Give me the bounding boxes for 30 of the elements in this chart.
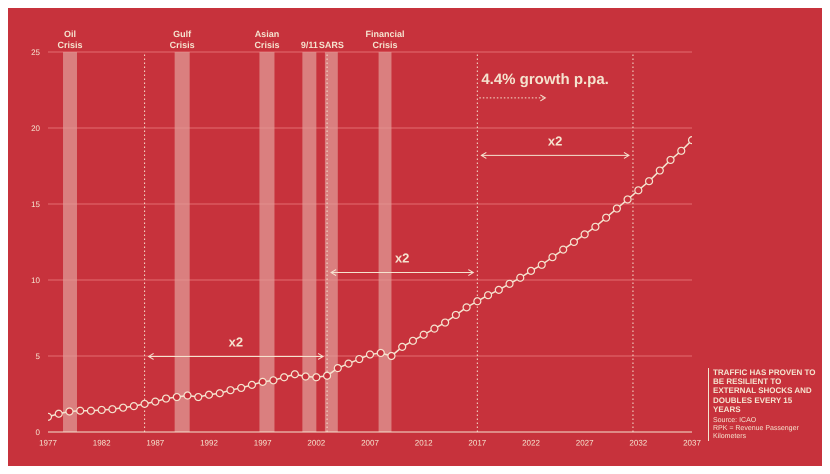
x-tick-label: 1992 xyxy=(200,438,218,448)
x-tick-label: 1987 xyxy=(146,438,165,448)
x-tick-label: 2002 xyxy=(307,438,326,448)
y-tick-label: 0 xyxy=(36,428,41,437)
band-label: SARS xyxy=(318,40,344,50)
text: TRAFFIC HAS PROVEN TO BE RESILIENT TO EXTERNAL SHOCKS AND DOUBLES EVERY 15 YEARS xyxy=(713,368,817,414)
x-tick-label: 2027 xyxy=(576,438,594,448)
x-tick-label: 2012 xyxy=(414,438,434,448)
band-label: Gulf Crisis xyxy=(170,29,195,50)
y-tick-label: 25 xyxy=(31,48,41,57)
x-tick-label: 2032 xyxy=(629,438,648,448)
band-label: Asian Crisis xyxy=(254,29,280,50)
band-label: Oil Crisis xyxy=(57,29,83,50)
x-tick-label: 2037 xyxy=(683,438,702,448)
annotation: 4.4% growth p.pa. xyxy=(481,70,609,88)
annotation: x2 xyxy=(228,334,244,350)
x-tick-label: 1997 xyxy=(254,438,272,448)
x-tick-label: 1982 xyxy=(92,438,112,448)
x-tick-label: 1977 xyxy=(39,438,58,448)
annotation: x2 xyxy=(394,250,410,266)
x-tick-label: 2007 xyxy=(361,438,380,448)
y-tick-label: 5 xyxy=(36,352,41,361)
x-tick-label: 2022 xyxy=(522,438,540,448)
x-tick-label: 2017 xyxy=(468,438,487,448)
annotation: x2 xyxy=(548,133,562,148)
band-label: Financial Crisis xyxy=(366,29,405,50)
y-tick-label: 15 xyxy=(31,200,41,209)
y-tick-label: 20 xyxy=(31,124,41,133)
band-label: 9/11 xyxy=(300,40,318,50)
y-tick-label: 10 xyxy=(31,276,41,285)
